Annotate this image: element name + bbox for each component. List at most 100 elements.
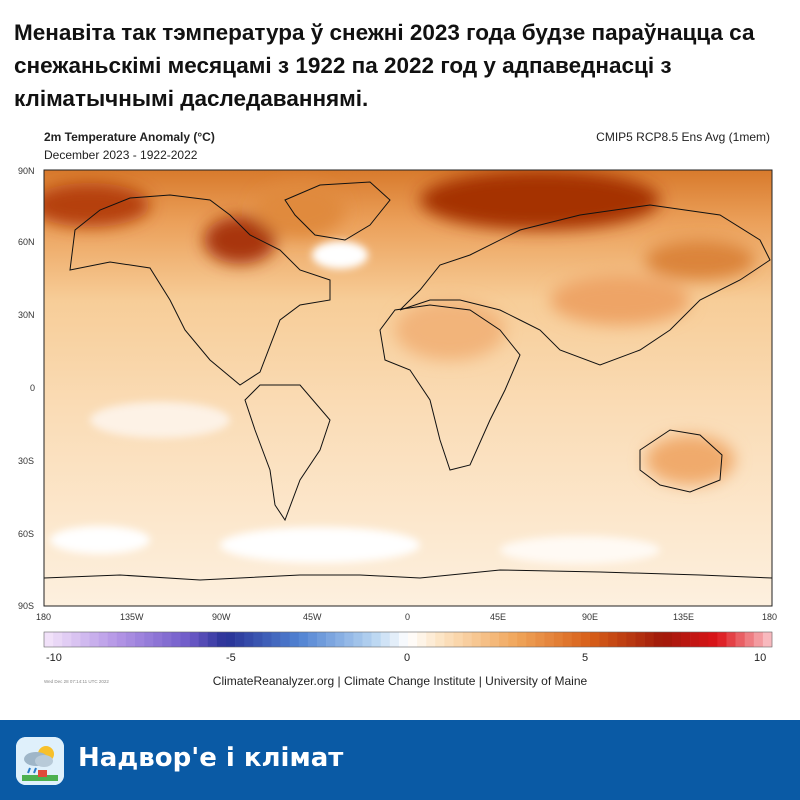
colorbar-swatch: [735, 632, 745, 647]
colorbar-frame: [43, 631, 773, 648]
colorbar-swatch: [144, 632, 154, 647]
colorbar-swatch: [744, 632, 755, 647]
colorbar-swatch: [207, 632, 218, 647]
colorbar-swatch: [389, 632, 400, 647]
colorbar-swatch: [690, 632, 700, 647]
colorbar-swatch: [353, 632, 363, 647]
colorbar-swatch: [671, 632, 682, 647]
colorbar-swatch: [726, 632, 736, 647]
colorbar-swatch: [608, 632, 618, 647]
lon-label-0: 0: [405, 612, 411, 622]
colorbar-swatch: [526, 632, 536, 647]
lat-label-90s: 90S: [18, 601, 35, 611]
colorbar-swatch: [499, 632, 509, 647]
colorbar-swatch: [553, 632, 563, 647]
lat-label-60n: 60N: [18, 237, 35, 247]
render-timestamp: Wed Dec 28 07:14:11 UTC 2022: [44, 679, 109, 684]
colorbar-swatch: [380, 632, 391, 647]
colorbar-swatch: [753, 632, 764, 647]
colorbar-swatch: [107, 632, 118, 647]
colorbar-swatch: [71, 632, 81, 647]
colorbar-swatch: [253, 632, 263, 647]
colorbar-tick-0: 0: [404, 652, 411, 664]
colorbar-swatch: [189, 632, 199, 647]
lon-label-45e: 45E: [490, 612, 507, 622]
colorbar-swatch: [271, 632, 281, 647]
colorbar-swatch: [562, 632, 573, 647]
colorbar-tick-neg10: -10: [46, 652, 62, 664]
colorbar-swatch: [662, 632, 673, 647]
lat-label-0: 0: [30, 383, 36, 393]
weather-cloud-sun-icon: [16, 737, 64, 785]
colorbar-swatch: [153, 632, 163, 647]
lat-label-30s: 30S: [18, 456, 35, 466]
colorbar-swatch: [708, 632, 718, 647]
colorbar-swatch: [171, 632, 181, 647]
lon-label-180e: 180: [762, 612, 778, 622]
colorbar-swatch: [653, 632, 664, 647]
lat-label-60s: 60S: [18, 529, 35, 539]
colorbar-swatch: [125, 632, 136, 647]
colorbar-swatch: [408, 632, 418, 647]
colorbar-swatch: [644, 632, 654, 647]
colorbar-swatch: [435, 632, 445, 647]
colorbar-swatch: [344, 632, 354, 647]
colorbar-swatch: [599, 632, 609, 647]
colorbar-swatch: [480, 632, 491, 647]
colorbar-swatch: [62, 632, 72, 647]
colorbar-swatch: [216, 632, 227, 647]
colorbar-swatch: [262, 632, 272, 647]
colorbar-swatch: [626, 632, 636, 647]
colorbar-swatch: [235, 632, 245, 647]
colorbar-swatch: [162, 632, 172, 647]
map-frame: [43, 169, 773, 607]
colorbar-swatch: [517, 632, 527, 647]
colorbar-swatch: [289, 632, 300, 647]
colorbar-swatch: [426, 632, 436, 647]
lon-label-135e: 135E: [673, 612, 695, 622]
colorbar-swatch: [544, 632, 554, 647]
coastlines: [44, 181, 772, 581]
colorbar-swatch: [135, 632, 145, 647]
colorbar-swatch: [417, 632, 427, 647]
lon-label-90w: 90W: [212, 612, 231, 622]
colorbar-swatch: [280, 632, 290, 647]
colorbar-swatch: [471, 632, 482, 647]
lon-label-180w: 180: [36, 612, 52, 622]
colorbar-swatch: [453, 632, 463, 647]
colorbar-swatch: [244, 632, 254, 647]
colorbar-swatch: [180, 632, 190, 647]
colorbar-swatch: [580, 632, 591, 647]
colorbar-swatch: [98, 632, 108, 647]
colorbar-tick-5: 5: [582, 652, 589, 664]
map-title: 2m Temperature Anomaly (°C): [44, 130, 215, 144]
colorbar-swatch: [226, 632, 236, 647]
temperature-anomaly-map: [43, 169, 773, 648]
colorbar-swatch: [335, 632, 345, 647]
source-credit: ClimateReanalyzer.org | Climate Change I…: [212, 674, 588, 688]
lat-label-30n: 30N: [18, 310, 35, 320]
lon-label-45w: 45W: [303, 612, 322, 622]
colorbar-swatch: [489, 632, 500, 647]
colorbar-swatch: [590, 632, 600, 647]
colorbar-swatch: [198, 632, 209, 647]
colorbar-swatch: [717, 632, 727, 647]
lon-label-90e: 90E: [582, 612, 599, 622]
headline: Менавіта так тэмпература ў снежні 2023 г…: [14, 20, 755, 111]
colorbar-tick-10: 10: [754, 652, 767, 664]
colorbar-swatch: [635, 632, 645, 647]
colorbar-swatch: [444, 632, 454, 647]
colorbar-swatch: [398, 632, 409, 647]
colorbar-swatch: [116, 632, 127, 647]
colorbar-swatch: [762, 632, 773, 647]
map-subtitle: December 2023 - 1922-2022: [44, 148, 198, 162]
colorbar-swatch: [317, 632, 327, 647]
colorbar-swatch: [80, 632, 90, 647]
colorbar-swatch: [571, 632, 582, 647]
colorbar-swatch: [508, 632, 518, 647]
lon-label-135w: 135W: [120, 612, 144, 622]
colorbar-swatch: [699, 632, 709, 647]
colorbar-swatch: [371, 632, 381, 647]
colorbar-swatch: [89, 632, 99, 647]
colorbar: [43, 631, 773, 648]
